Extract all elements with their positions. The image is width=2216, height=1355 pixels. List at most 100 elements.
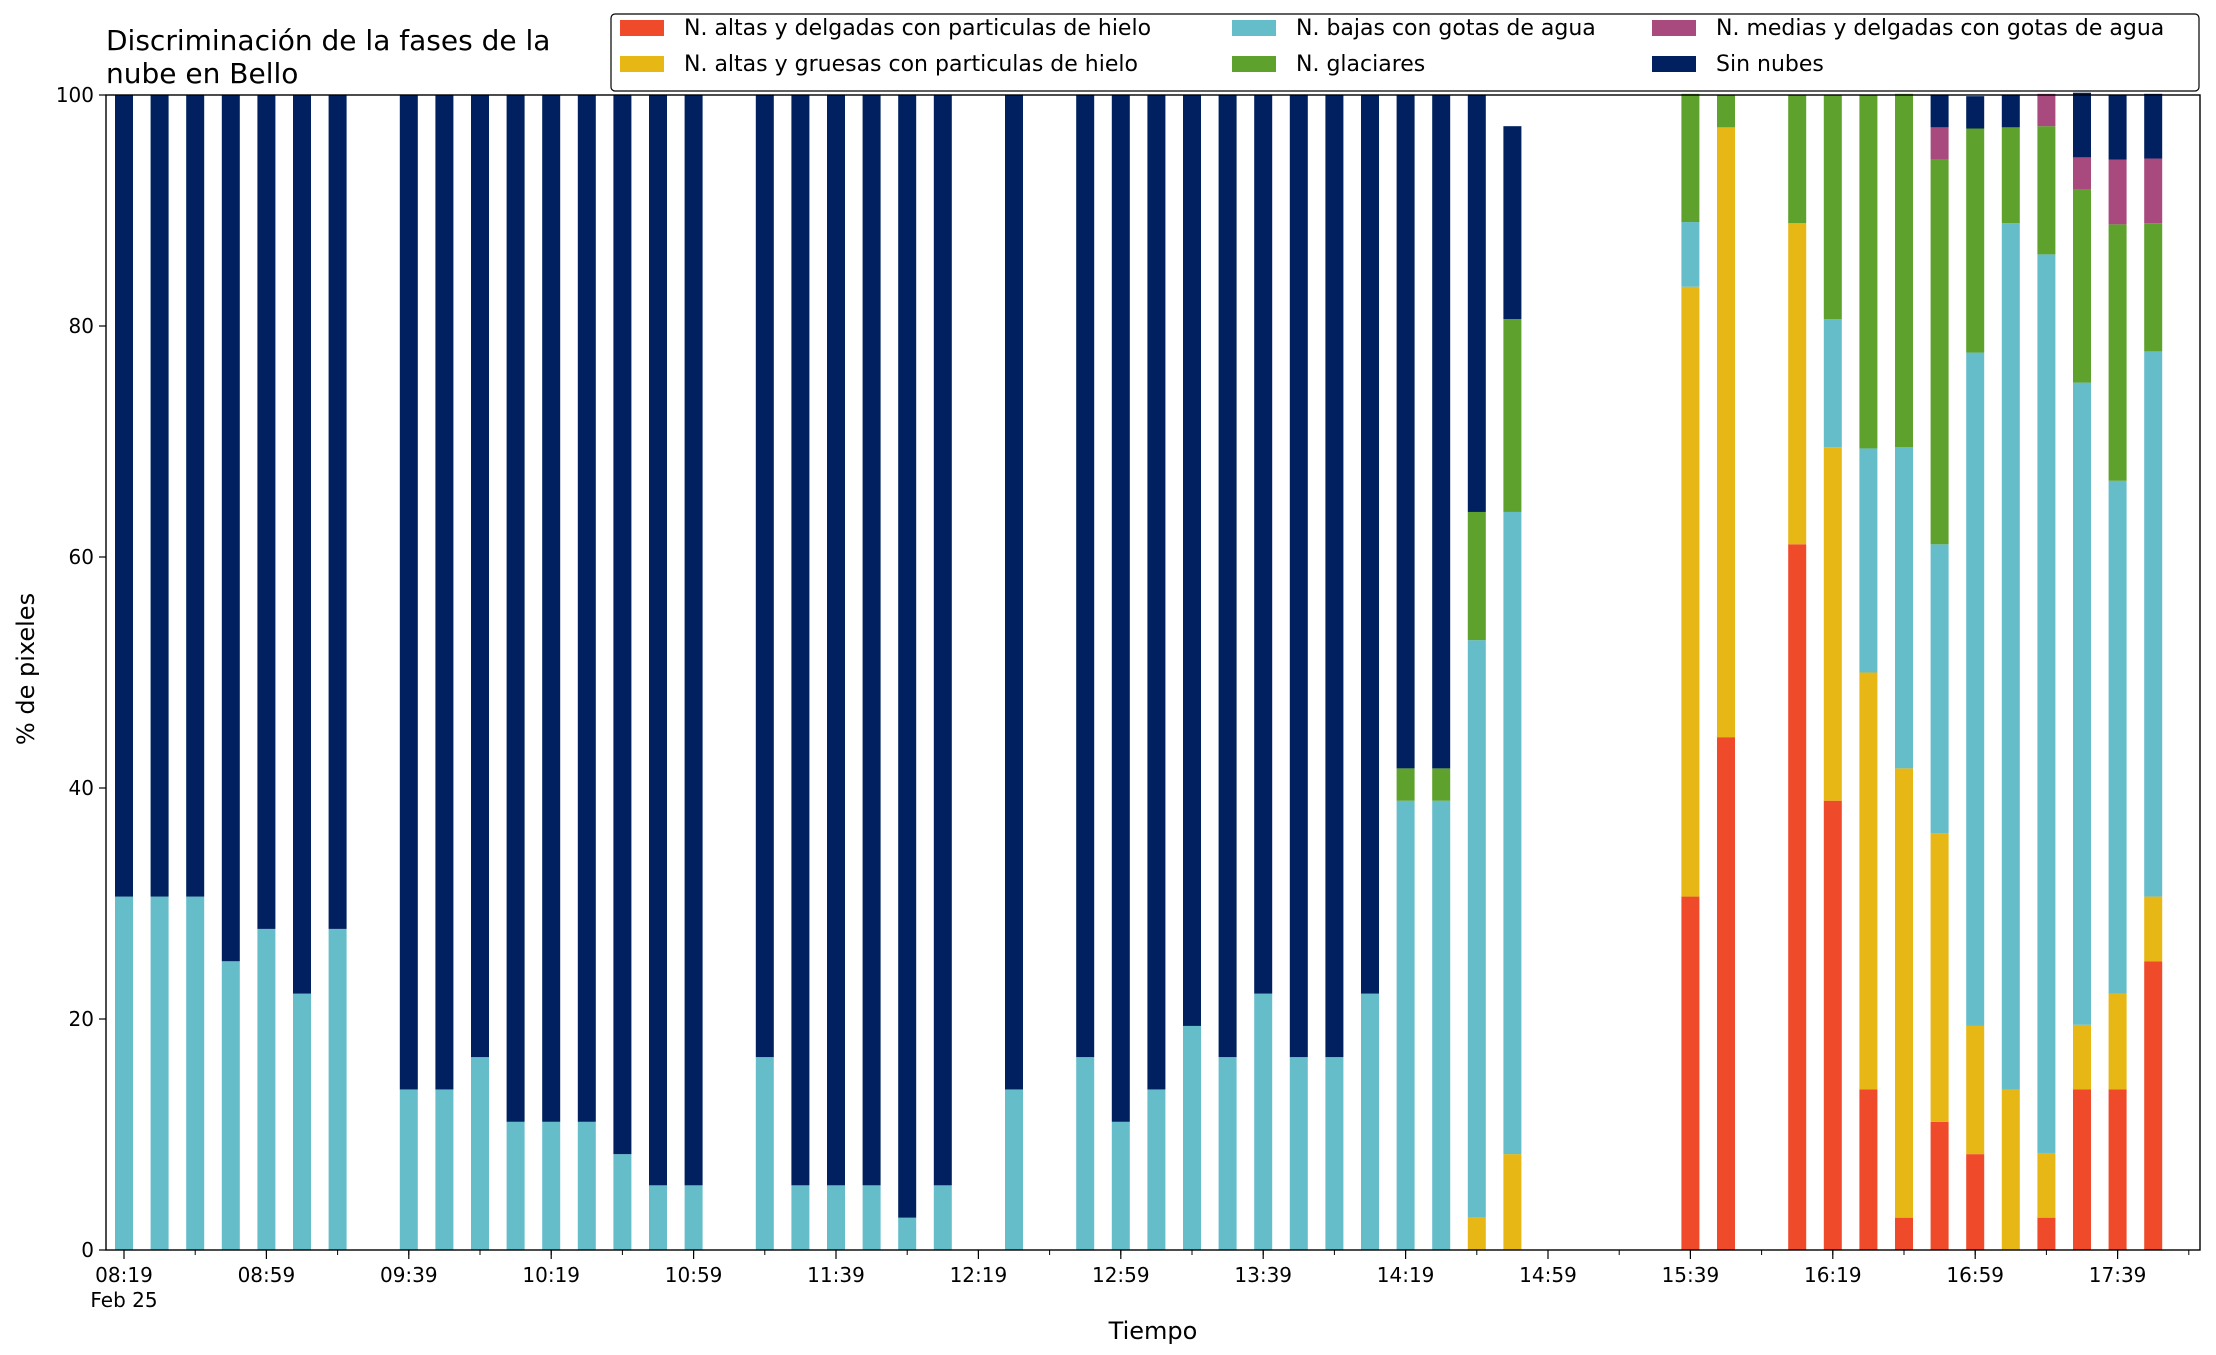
legend-swatch-5: [1652, 56, 1696, 72]
bar-segment-2-1: [150, 896, 169, 1250]
bar-segment-4-54: [2037, 93, 2056, 127]
bar-segment-2-11: [506, 1121, 525, 1250]
bar-segment-2-22: [898, 1217, 917, 1250]
bar-segment-2-10: [471, 1057, 489, 1250]
bar-segment-0-49: [1859, 1089, 1878, 1250]
bar-segment-5-9: [435, 95, 454, 1090]
bar-segment-5-56: [2108, 95, 2127, 160]
bar-segment-3-45: [1717, 95, 1735, 128]
bar-segment-5-30: [1183, 95, 1201, 1026]
bar-segment-5-38: [1467, 95, 1486, 512]
legend-swatch-0: [620, 20, 664, 36]
bar-segment-0-54: [2037, 1217, 2056, 1250]
bars-layer: [115, 92, 2163, 1250]
legend-label-2: N. bajas con gotas de agua: [1296, 16, 1596, 41]
legend-label-1: N. altas y gruesas con particulas de hie…: [684, 52, 1138, 77]
bar-segment-2-2: [186, 896, 205, 1250]
bar-segment-3-36: [1396, 768, 1415, 801]
y-tick-label-3: 60: [69, 545, 94, 569]
bar-segment-5-22: [898, 95, 917, 1218]
x-tick-label-11: 15:39: [1662, 1263, 1720, 1287]
bar-segment-2-35: [1361, 993, 1379, 1250]
bar-segment-1-47: [1788, 223, 1807, 545]
bar-segment-5-25: [1005, 95, 1023, 1090]
y-tick-label-2: 40: [69, 776, 94, 800]
bar-segment-1-53: [2001, 1089, 2020, 1250]
bar-segment-1-51: [1930, 833, 1949, 1122]
bar-segment-2-13: [577, 1121, 596, 1250]
bar-segment-0-52: [1966, 1154, 1985, 1250]
bar-segment-5-1: [150, 95, 169, 897]
y-tick-label-4: 80: [69, 314, 94, 338]
bar-segment-5-28: [1111, 95, 1130, 1122]
bar-segment-2-14: [613, 1154, 632, 1250]
x-tick-label-4: 10:59: [665, 1263, 723, 1287]
bar-segment-2-12: [542, 1121, 561, 1250]
bar-segment-2-49: [1859, 448, 1878, 673]
bar-segment-2-0: [115, 896, 133, 1250]
bar-segment-3-44: [1681, 93, 1700, 223]
bar-segment-0-55: [2073, 1089, 2091, 1250]
x-tick-sublabel-0: Feb 25: [90, 1288, 157, 1312]
bar-segment-1-48: [1823, 447, 1842, 801]
bar-segment-3-50: [1895, 93, 1913, 448]
bar-segment-5-0: [115, 95, 133, 897]
bar-segment-5-23: [933, 95, 952, 1186]
y-axis-label: % de pixeles: [12, 593, 40, 745]
bar-segment-2-54: [2037, 254, 2056, 1153]
x-tick-label-0: 08:19: [95, 1263, 153, 1287]
bar-segment-4-57: [2144, 158, 2163, 224]
legend-label-4: N. medias y delgadas con gotas de agua: [1716, 16, 2164, 41]
bar-segment-2-15: [649, 1185, 667, 1250]
x-axis-label: Tiempo: [1108, 1317, 1198, 1345]
bar-segment-0-45: [1717, 737, 1735, 1250]
y-tick-label-0: 0: [81, 1238, 94, 1262]
legend-swatch-2: [1232, 20, 1276, 36]
bar-segment-5-3: [221, 95, 240, 962]
bar-segment-5-11: [506, 95, 525, 1122]
bar-segment-0-56: [2108, 1089, 2127, 1250]
bar-segment-2-37: [1432, 800, 1451, 1250]
bar-segment-5-6: [328, 95, 347, 929]
x-tick-label-5: 11:39: [807, 1263, 865, 1287]
bar-segment-3-39: [1503, 319, 1522, 512]
bar-segment-3-47: [1788, 95, 1807, 224]
x-tick-label-6: 12:19: [950, 1263, 1008, 1287]
bar-segment-2-30: [1183, 1025, 1201, 1250]
bar-segment-3-54: [2037, 126, 2056, 255]
y-tick-label-1: 20: [69, 1007, 94, 1031]
bar-segment-3-37: [1432, 768, 1451, 801]
bar-segment-1-55: [2073, 1024, 2091, 1090]
bar-segment-2-19: [791, 1185, 810, 1250]
bar-segment-5-53: [2001, 95, 2020, 128]
bar-segment-2-21: [862, 1185, 881, 1250]
x-tick-label-8: 13:39: [1234, 1263, 1292, 1287]
bar-segment-3-52: [1966, 128, 1985, 353]
bar-segment-5-31: [1218, 95, 1237, 1058]
bar-segment-2-36: [1396, 800, 1415, 1250]
bar-segment-1-52: [1966, 1025, 1985, 1155]
bar-segment-5-13: [577, 95, 596, 1122]
bar-segment-0-51: [1930, 1121, 1949, 1250]
x-tick-label-10: 14:59: [1519, 1263, 1577, 1287]
bar-segment-2-4: [257, 928, 276, 1250]
bar-segment-5-10: [471, 95, 489, 1058]
bar-segment-0-47: [1788, 544, 1807, 1250]
bar-segment-2-25: [1005, 1089, 1023, 1250]
bar-segment-1-50: [1895, 768, 1913, 1218]
x-tick-label-1: 08:59: [238, 1263, 296, 1287]
bar-segment-5-51: [1930, 95, 1949, 128]
chart-title: Discriminación de la fases de la: [106, 24, 550, 57]
bar-segment-5-27: [1076, 95, 1095, 1058]
bar-segment-2-28: [1111, 1121, 1130, 1250]
bar-segment-2-48: [1823, 319, 1842, 448]
bar-segment-5-21: [862, 95, 881, 1186]
bar-segment-3-55: [2073, 189, 2091, 383]
bar-segment-5-52: [1966, 96, 1985, 129]
bar-segment-2-20: [827, 1185, 845, 1250]
bar-segment-2-32: [1254, 993, 1273, 1250]
bar-segment-1-39: [1503, 1154, 1522, 1250]
bar-segment-5-55: [2073, 92, 2091, 158]
bar-segment-5-36: [1396, 95, 1415, 769]
